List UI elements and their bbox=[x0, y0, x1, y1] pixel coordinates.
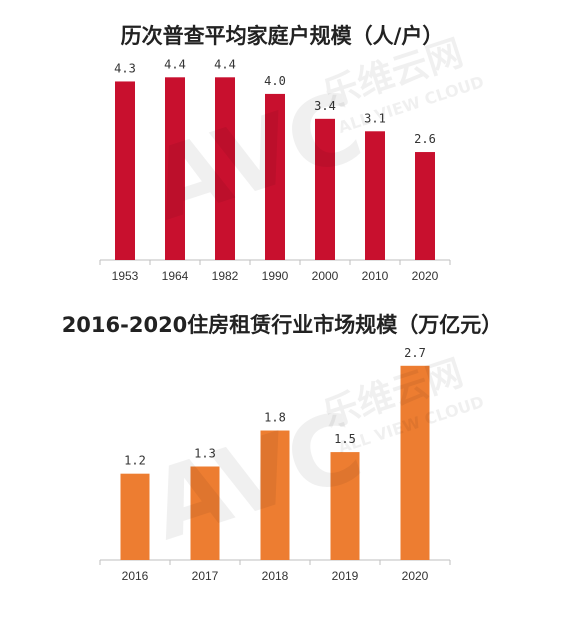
chart1-value-label: 2.6 bbox=[414, 132, 436, 146]
chart1-bar-1953 bbox=[115, 81, 135, 261]
chart2-tick-label: 2019 bbox=[332, 569, 359, 583]
chart2-value-label: 1.2 bbox=[124, 454, 146, 468]
chart2-value-label: 1.3 bbox=[194, 446, 216, 460]
chart1-bar-2010 bbox=[365, 131, 385, 260]
chart2-value-label: 1.5 bbox=[334, 432, 356, 446]
chart1-bar-1964 bbox=[165, 77, 185, 260]
chart1-value-label: 4.3 bbox=[114, 61, 136, 75]
chart2-bar-2016 bbox=[120, 473, 150, 560]
household-size-chart: 4.3 1953 4.4 1964 4.4 1982 4.0 1990 3.4 2000 3.1 20… bbox=[99, 57, 451, 283]
chart1-value-label: 4.4 bbox=[214, 57, 236, 71]
chart2-bar-2019 bbox=[330, 452, 360, 560]
chart1-tick-label: 2010 bbox=[362, 269, 389, 283]
chart1-tick-label: 1982 bbox=[212, 269, 239, 283]
chart1-bar-1990 bbox=[265, 93, 285, 260]
chart2-tick-label: 2016 bbox=[122, 569, 149, 583]
chart1-tick-label: 1964 bbox=[162, 269, 189, 283]
chart2-bar-2020 bbox=[400, 365, 430, 560]
chart1-tick-label: 2000 bbox=[312, 269, 339, 283]
chart2-tick-label: 2018 bbox=[262, 569, 289, 583]
chart1-value-label: 3.1 bbox=[364, 111, 386, 125]
chart1-value-label: 4.0 bbox=[264, 74, 286, 88]
chart1-title: 历次普查平均家庭户规模（人/户） bbox=[120, 24, 444, 48]
chart1-bar-2000 bbox=[315, 118, 335, 261]
chart2-bar-2018 bbox=[260, 430, 290, 560]
chart2-bar-2017 bbox=[190, 466, 220, 560]
chart2-tick-label: 2017 bbox=[192, 569, 219, 583]
chart1-bar-1982 bbox=[215, 77, 235, 260]
chart2-value-label: 2.7 bbox=[404, 346, 426, 360]
chart1-value-label: 3.4 bbox=[314, 99, 336, 113]
chart1-tick-label: 1953 bbox=[112, 269, 139, 283]
chart1-tick-label: 2020 bbox=[412, 269, 439, 283]
chart2-title: 2016-2020住房租赁行业市场规模（万亿元） bbox=[61, 313, 503, 337]
chart2-tick-label: 2020 bbox=[402, 569, 429, 583]
chart1-value-label: 4.4 bbox=[164, 57, 186, 71]
chart2-value-label: 1.8 bbox=[264, 411, 286, 425]
chart1-bar-2020 bbox=[415, 152, 435, 260]
chart1-tick-label: 1990 bbox=[262, 269, 289, 283]
